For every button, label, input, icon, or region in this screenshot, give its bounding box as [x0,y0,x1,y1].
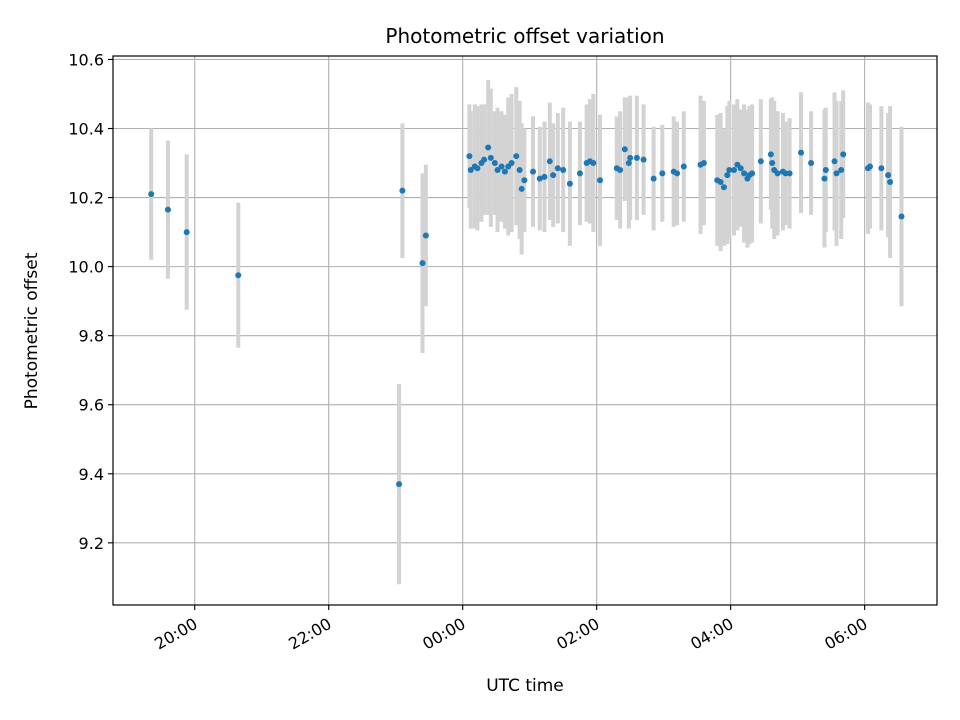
data-point [466,153,473,160]
x-tick-label: 22:00 [285,614,334,654]
data-point [700,160,707,167]
data-point [831,158,838,165]
data-point [513,153,520,160]
data-point [822,166,829,173]
y-tick-label: 9.6 [79,396,104,415]
data-point [530,168,537,175]
data-point [148,191,155,198]
data-point [597,177,604,184]
x-axis-ticks: 20:00 22:00 00:00 02:00 04:00 06:00 [151,605,871,654]
data-point [786,170,793,177]
data-point [491,160,498,167]
data-point [838,166,845,173]
data-point [576,170,583,177]
data-point [518,185,525,192]
y-tick-label: 9.2 [79,534,104,553]
data-point [680,163,687,170]
data-point [887,179,894,186]
y-tick-label: 10.4 [68,120,104,139]
y-tick-label: 9.8 [79,327,104,346]
data-point [550,172,557,179]
data-point [720,184,727,191]
y-tick-label: 10.0 [68,258,104,277]
data-point [566,180,573,187]
plot-area-frame [112,55,938,606]
x-tick-label: 02:00 [553,614,602,654]
data-point [821,175,828,182]
y-axis-title: Photometric offset [22,252,42,409]
data-point [769,160,776,167]
data-point [501,168,508,175]
data-point [541,173,548,180]
y-axis-ticks: 9.2 9.4 9.6 9.8 10.0 10.2 10.4 10.6 [68,50,113,553]
data-point [726,166,733,173]
data-point [808,160,815,167]
data-point [164,206,171,213]
data-point [878,165,885,172]
data-point [717,179,724,186]
y-tick-label: 10.2 [68,189,104,208]
data-point [521,177,528,184]
data-point [737,165,744,172]
data-point [724,172,731,179]
data-point [399,187,406,194]
data-point [898,213,905,220]
data-point [621,146,628,153]
data-point [508,160,515,167]
data-point [498,163,505,170]
data-point [422,232,429,239]
data-point [833,170,840,177]
data-point [481,156,488,163]
data-point [767,151,774,158]
data-point [536,175,543,182]
data-point [885,172,892,179]
data-point [554,165,561,172]
data-point [419,260,426,267]
data-point [560,166,567,173]
data-point [487,154,494,161]
x-tick-label: 00:00 [419,614,468,654]
data-point [494,166,501,173]
data-point [183,229,190,236]
data-point [625,160,632,167]
data-point [840,151,847,158]
data-point [741,170,748,177]
data-point [731,166,738,173]
y-tick-label: 9.4 [79,465,104,484]
chart-title: Photometric offset variation [385,24,664,48]
data-point [640,156,647,163]
data-point [798,149,805,156]
data-point [749,170,756,177]
error-bars [149,80,904,585]
data-point [396,481,403,488]
data-point [474,165,481,172]
data-point [633,154,640,161]
y-tick-label: 10.6 [68,50,104,69]
data-point [546,158,553,165]
data-point [659,170,666,177]
data-point [590,160,597,167]
x-axis-title: UTC time [486,676,564,696]
data-point [485,144,492,151]
data-point [674,170,681,177]
data-point [617,166,624,173]
data-point [516,166,523,173]
data-point [757,158,764,165]
x-tick-label: 06:00 [821,614,870,654]
data-points [148,144,905,488]
data-point [467,166,474,173]
data-point [627,154,634,161]
data-point [774,170,781,177]
data-point [235,272,242,279]
x-tick-label: 20:00 [151,614,200,654]
data-point [867,163,874,170]
x-tick-label: 04:00 [687,614,736,654]
data-point [650,175,657,182]
